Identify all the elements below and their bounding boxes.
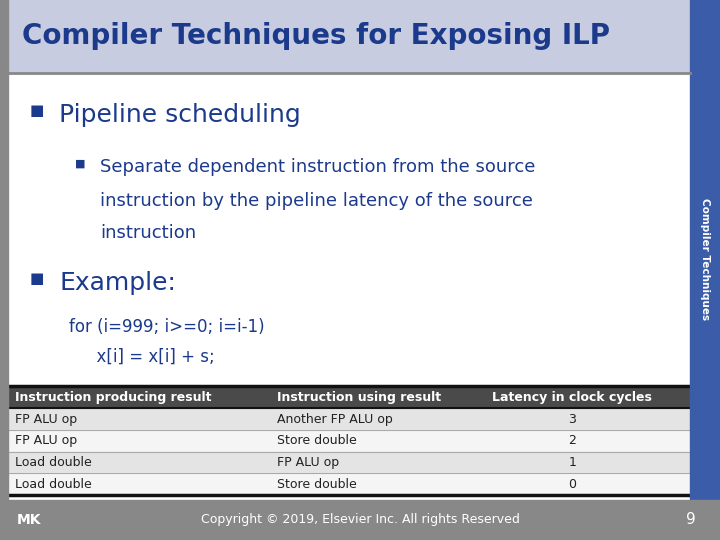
Text: Instruction producing result: Instruction producing result [15, 391, 212, 404]
Text: Store double: Store double [277, 434, 357, 447]
Text: for (i=999; i>=0; i=i-1): for (i=999; i>=0; i=i-1) [69, 318, 265, 336]
Text: Separate dependent instruction from the source: Separate dependent instruction from the … [100, 158, 536, 176]
Bar [8, 387, 690, 408]
Text: Latency in clock cycles: Latency in clock cycles [492, 391, 652, 404]
Bar [8, 408, 690, 430]
Text: MK: MK [17, 513, 41, 526]
Text: FP ALU op: FP ALU op [15, 413, 77, 426]
Text: Load double: Load double [15, 478, 91, 491]
Text: Another FP ALU op: Another FP ALU op [277, 413, 393, 426]
Text: 9: 9 [686, 512, 696, 527]
Text: Copyright © 2019, Elsevier Inc. All rights Reserved: Copyright © 2019, Elsevier Inc. All righ… [201, 513, 519, 526]
Text: Instruction using result: Instruction using result [277, 391, 441, 404]
Text: Pipeline scheduling: Pipeline scheduling [59, 103, 301, 127]
Text: ■: ■ [30, 271, 44, 286]
Text: x[i] = x[i] + s;: x[i] = x[i] + s; [86, 348, 215, 366]
Text: Compiler Techniques: Compiler Techniques [700, 198, 710, 320]
Bar [8, 474, 690, 495]
Text: FP ALU op: FP ALU op [277, 456, 340, 469]
Text: ■: ■ [75, 158, 86, 168]
Text: 0: 0 [568, 478, 576, 491]
Text: instruction: instruction [100, 224, 196, 242]
Bar [8, 430, 690, 452]
Text: Store double: Store double [277, 478, 357, 491]
Text: Compiler Techniques for Exposing ILP: Compiler Techniques for Exposing ILP [22, 23, 611, 50]
Text: ■: ■ [30, 103, 44, 118]
Text: 1: 1 [568, 456, 576, 469]
Text: instruction by the pipeline latency of the source: instruction by the pipeline latency of t… [100, 192, 533, 211]
Text: 3: 3 [568, 413, 576, 426]
Text: Load double: Load double [15, 456, 91, 469]
Text: FP ALU op: FP ALU op [15, 434, 77, 447]
Text: 2: 2 [568, 434, 576, 447]
Text: Example:: Example: [59, 271, 176, 295]
Bar [8, 452, 690, 474]
